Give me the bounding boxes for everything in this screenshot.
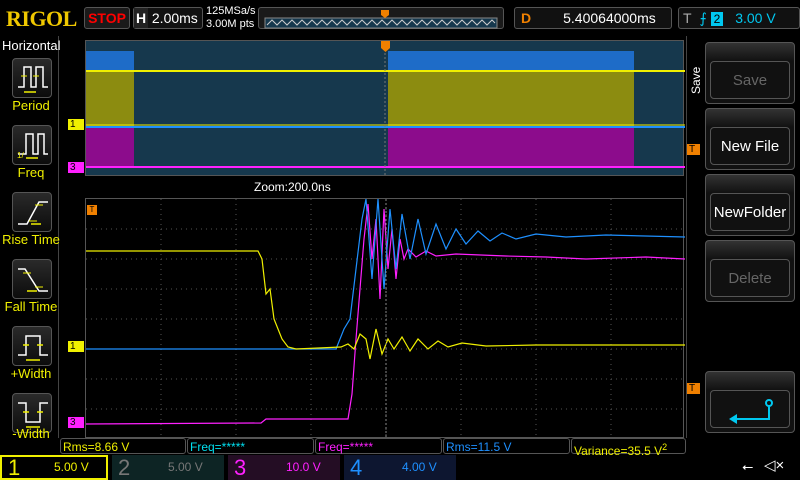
measurement-1: Rms=8.66 V bbox=[60, 438, 186, 454]
overview-traces bbox=[86, 41, 685, 177]
period-label: Period bbox=[12, 98, 50, 113]
save-button-label: Save bbox=[710, 61, 790, 99]
ch3-marker-overview[interactable]: 3 bbox=[68, 162, 84, 173]
trigger-marker-overview bbox=[381, 41, 390, 52]
pos-width-icon bbox=[18, 335, 48, 361]
neg-width-button[interactable] bbox=[12, 393, 52, 433]
timebase-value: 2.00ms bbox=[151, 10, 198, 26]
save-button[interactable]: Save bbox=[705, 42, 795, 104]
trigger-level-marker-overview[interactable]: T bbox=[686, 144, 700, 155]
measurement-5-sup: 2 bbox=[662, 442, 668, 452]
new-file-button-label: New File bbox=[710, 127, 790, 165]
return-arrow-icon bbox=[710, 390, 790, 428]
freq-button[interactable]: 1/ bbox=[12, 125, 52, 165]
channel-3-scale: 10.0 V bbox=[286, 460, 321, 474]
channel-3-indicator[interactable]: 3 10.0 V bbox=[228, 455, 340, 480]
delay-value: 5.40064000ms bbox=[563, 10, 656, 26]
measurement-3: Freq=***** bbox=[315, 438, 442, 454]
rise-time-icon bbox=[18, 201, 48, 225]
measurement-5-text: Variance=35.5 V bbox=[574, 444, 663, 458]
new-folder-button-label: NewFolder bbox=[710, 193, 790, 231]
memory-position-bar[interactable] bbox=[258, 7, 504, 29]
fall-time-button[interactable] bbox=[12, 259, 52, 299]
channel-4-number: 4 bbox=[350, 455, 363, 480]
measurement-2: Freq=***** bbox=[187, 438, 314, 454]
neg-width-label: -Width bbox=[12, 426, 50, 441]
usb-icon: ⭠ bbox=[742, 458, 754, 474]
sample-rate: 125MSa/s bbox=[206, 5, 256, 17]
sidebar-title: Horizontal bbox=[2, 38, 61, 53]
trigger-level: 3.00 V bbox=[735, 10, 776, 26]
neg-width-icon bbox=[18, 402, 48, 428]
zoom-waveform-area[interactable]: T bbox=[85, 198, 686, 439]
channel-2-indicator[interactable]: 2 5.00 V bbox=[112, 455, 224, 480]
period-button[interactable] bbox=[12, 58, 52, 98]
trigger-source: 2 bbox=[710, 12, 724, 26]
rigol-logo: RIGOL bbox=[6, 6, 77, 31]
freq-icon: 1/ bbox=[17, 133, 48, 160]
zoom-traces bbox=[85, 198, 686, 439]
channel-4-indicator[interactable]: 4 4.00 V bbox=[344, 455, 456, 480]
measure-sidebar: Horizontal Period 1/ Freq Rise Time Fall… bbox=[0, 36, 61, 441]
rise-time-button[interactable] bbox=[12, 192, 52, 232]
overview-waveform-area[interactable] bbox=[85, 40, 685, 177]
memory-waveform-overview bbox=[264, 10, 498, 29]
fall-time-icon bbox=[18, 268, 48, 292]
ch3-marker-zoom[interactable]: 3 bbox=[68, 417, 84, 428]
channel-4-scale: 4.00 V bbox=[402, 460, 437, 474]
memory-depth: 3.00M pts bbox=[206, 18, 255, 30]
acquisition-info: 125MSa/s 3.00M pts bbox=[206, 5, 256, 31]
pos-width-label: +Width bbox=[10, 366, 52, 381]
delete-button[interactable]: Delete bbox=[705, 240, 795, 302]
channel-3-number: 3 bbox=[234, 455, 247, 480]
save-menu: Save Save New File NewFolder Delete bbox=[686, 36, 800, 438]
run-stop-status[interactable]: STOP bbox=[84, 7, 130, 29]
channel-2-scale: 5.00 V bbox=[168, 460, 203, 474]
channel-1-scale: 5.00 V bbox=[54, 460, 89, 474]
timebase-display[interactable]: H 2.00ms bbox=[133, 7, 203, 29]
pos-width-button[interactable] bbox=[12, 326, 52, 366]
ch1-marker-zoom[interactable]: 1 bbox=[68, 341, 84, 352]
t-label: T bbox=[683, 10, 692, 26]
period-icon bbox=[18, 66, 48, 93]
channel-1-number: 1 bbox=[8, 455, 21, 480]
rise-time-label: Rise Time bbox=[2, 232, 60, 247]
menu-title: Save bbox=[689, 66, 703, 94]
new-folder-button[interactable]: NewFolder bbox=[705, 174, 795, 236]
ch1-marker-overview[interactable]: 1 bbox=[68, 119, 84, 130]
measurement-4: Rms=11.5 V bbox=[443, 438, 570, 454]
back-button[interactable] bbox=[705, 371, 795, 433]
svg-text:1/: 1/ bbox=[17, 151, 24, 160]
trigger-level-marker-zoom[interactable]: T bbox=[686, 383, 700, 394]
trigger-display[interactable]: T ⨍ 2 3.00 V bbox=[678, 7, 800, 29]
channel-1-indicator[interactable]: 1 5.00 V bbox=[0, 455, 108, 480]
fall-time-label: Fall Time bbox=[4, 299, 58, 314]
measurement-5: Variance=35.5 V2 bbox=[571, 438, 686, 458]
channel-2-number: 2 bbox=[118, 455, 131, 480]
rising-edge-icon: ⨍ bbox=[699, 10, 707, 26]
speaker-muted-icon[interactable]: ◁× bbox=[764, 457, 785, 474]
h-label: H bbox=[134, 8, 148, 28]
delay-display[interactable]: D 5.40064000ms bbox=[514, 7, 672, 29]
zoom-label: Zoom:200.0ns bbox=[254, 180, 331, 194]
d-label: D bbox=[521, 10, 532, 26]
freq-label: Freq bbox=[17, 165, 45, 180]
trigger-position-marker-zoom[interactable]: T bbox=[87, 205, 97, 215]
delete-button-label: Delete bbox=[710, 259, 790, 297]
trigger-position-marker bbox=[381, 10, 389, 18]
new-file-button[interactable]: New File bbox=[705, 108, 795, 170]
